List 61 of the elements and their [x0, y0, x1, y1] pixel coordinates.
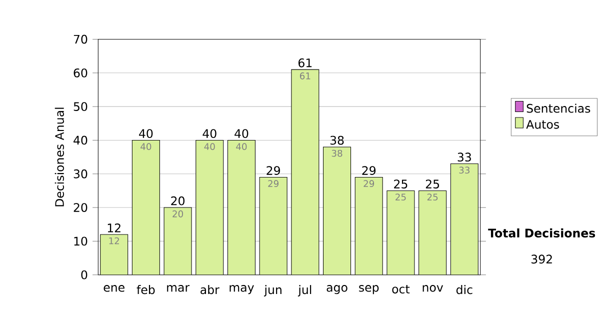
total-label: 25: [426, 180, 440, 189]
text: 392: [532, 254, 552, 264]
x-tick-label: jun: [264, 285, 282, 297]
total-label: 40: [202, 129, 216, 138]
bar: [355, 177, 383, 275]
total-label: 29: [362, 166, 376, 176]
total-label: 29: [266, 166, 280, 176]
y-tick-label: 40: [74, 136, 88, 145]
bar: [386, 190, 414, 275]
data-label: 40: [204, 143, 215, 150]
data-label: 40: [236, 143, 247, 150]
total-label: 61: [298, 58, 312, 68]
x-tick-label: ene: [104, 285, 124, 292]
total-label: 20: [171, 196, 184, 206]
y-tick-label: 10: [74, 236, 88, 246]
bar: [323, 147, 351, 275]
bar: [260, 177, 288, 275]
x-tick-label: jul: [298, 285, 312, 297]
data-label: 38: [332, 150, 342, 157]
x-tick-label: ago: [326, 285, 348, 294]
data-label: 61: [300, 72, 310, 80]
total-label: 40: [234, 129, 248, 138]
total-label: 33: [458, 152, 471, 162]
y-tick-label: 70: [74, 34, 88, 44]
total-label: 25: [394, 180, 408, 189]
data-label: 20: [172, 210, 183, 218]
bar: [196, 140, 224, 275]
x-tick-label: oct: [392, 285, 410, 294]
total-label: 40: [139, 129, 153, 138]
data-label: 29: [364, 180, 374, 188]
y-tick-label: 60: [74, 68, 88, 78]
legend-label: Autos: [526, 120, 559, 129]
data-label: 40: [140, 143, 152, 150]
x-tick-label: feb: [136, 285, 155, 294]
data-label: 12: [109, 237, 119, 244]
data-label: 29: [268, 180, 278, 188]
y-tick-label: 20: [74, 203, 88, 212]
x-tick-label: mar: [167, 285, 190, 292]
total-label: 38: [330, 136, 344, 145]
bar: [450, 164, 478, 275]
data-label: 25: [427, 194, 438, 201]
y-tick-label: 0: [81, 270, 88, 280]
y-tick-label: 50: [74, 102, 88, 112]
bar: [291, 70, 319, 275]
bar: [164, 208, 192, 275]
x-tick-label: may: [230, 285, 254, 294]
x-tick-label: abr: [200, 285, 220, 294]
legend-label: Sentencias: [526, 104, 590, 113]
x-tick-label: dic: [456, 285, 472, 294]
x-tick-label: sep: [359, 285, 379, 294]
y-tick-label: 30: [74, 170, 88, 178]
data-label: 25: [396, 194, 406, 201]
text: Total Decisiones: [488, 228, 596, 238]
bar: [228, 140, 256, 275]
y-axis-title: Decisiones Anual: [54, 108, 64, 206]
bar: [100, 234, 128, 275]
total-label: 12: [108, 224, 120, 232]
data-label: 33: [459, 166, 470, 174]
bar: [418, 190, 446, 275]
bar: [132, 140, 160, 275]
x-tick-label: nov: [422, 285, 444, 292]
